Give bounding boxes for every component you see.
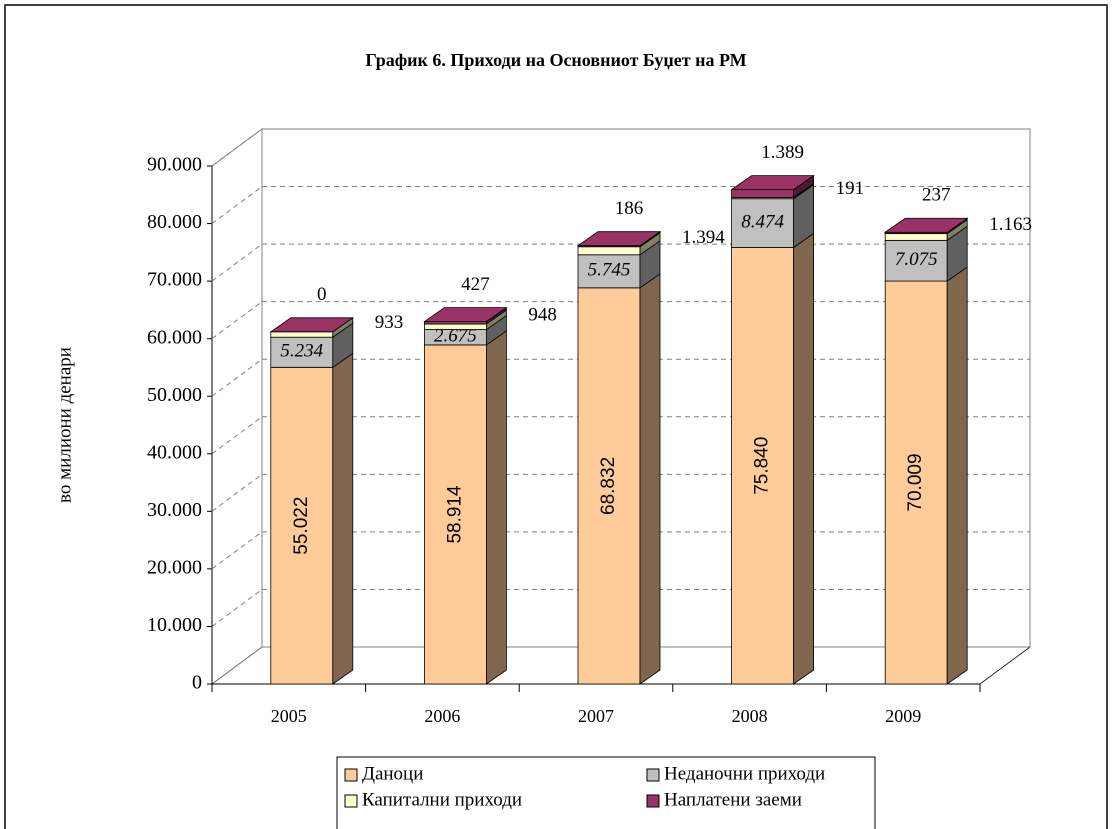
value-label: 191 (836, 178, 865, 199)
y-tick-label: 60.000 (147, 326, 202, 348)
legend (336, 756, 876, 829)
bar-top (576, 231, 662, 247)
bar-segment (270, 331, 334, 338)
bar-side (639, 273, 661, 685)
value-label: 7.075 (895, 249, 938, 270)
bar-side (332, 352, 354, 685)
value-label: 1.394 (682, 227, 725, 248)
y-tick-label: 10.000 (147, 614, 202, 636)
grid-line (211, 531, 263, 570)
x-tick-label: 2008 (732, 706, 768, 726)
bar-top (730, 175, 815, 191)
bar-segment (884, 233, 948, 241)
legend-swatch (344, 794, 358, 808)
y-tick-label: 20.000 (147, 556, 202, 578)
value-label: 55.022 (291, 497, 312, 555)
x-tick-label: 2006 (424, 706, 460, 726)
legend-label: Неданочни приходи (664, 763, 825, 784)
y-tick-label: 30.000 (147, 499, 202, 521)
value-label: 5.234 (280, 341, 323, 362)
grid-line (211, 416, 263, 455)
bar-segment (884, 280, 948, 685)
legend-label: Даноци (362, 763, 423, 784)
y-tick-label: 90.000 (147, 154, 202, 176)
grid-line (211, 473, 263, 512)
x-tick-label: 2005 (271, 706, 307, 726)
value-label: 2.675 (434, 326, 477, 347)
value-label: 237 (922, 185, 951, 206)
value-label: 1.163 (989, 214, 1032, 235)
value-label: 5.745 (588, 260, 631, 281)
grid-line (211, 128, 263, 167)
y-tick-label: 80.000 (147, 211, 202, 233)
legend-label: Капитални приходи (362, 789, 522, 810)
y-tick-label: 70.000 (147, 269, 202, 291)
bar-top (269, 317, 355, 333)
value-label: 933 (375, 312, 404, 333)
grid-line (211, 301, 263, 340)
bar-segment (423, 344, 487, 685)
bar-segment (731, 189, 794, 199)
bar-segment (577, 246, 641, 256)
legend-swatch (344, 768, 358, 782)
grid-line (211, 589, 263, 627)
x-tick-label: 2007 (578, 706, 614, 726)
value-label: 427 (461, 274, 490, 295)
bar-segment (577, 287, 641, 685)
value-label: 68.832 (598, 457, 619, 515)
bar-top (883, 217, 969, 233)
value-label: 0 (317, 284, 327, 305)
bar-segment (577, 254, 641, 289)
bar-top (423, 307, 508, 323)
grid-line (211, 186, 263, 224)
y-tick-label: 0 (192, 672, 202, 694)
y-tick-label: 40.000 (147, 441, 202, 463)
legend-label: Наплатени заеми (664, 789, 802, 810)
value-label: 186 (615, 198, 644, 219)
y-axis-label: во милиони денари (54, 347, 75, 503)
value-label: 70.009 (905, 453, 926, 511)
chart-title: График 6. Приходи на Основниот Буџет на … (365, 50, 746, 70)
value-label: 8.474 (741, 211, 784, 232)
bar-segment (731, 198, 794, 248)
legend-swatch (646, 768, 660, 782)
bar-side (793, 232, 814, 685)
bar-side (485, 330, 507, 685)
value-label: 75.840 (752, 437, 773, 495)
x-tick-label: 2009 (885, 706, 921, 726)
value-label: 58.914 (444, 485, 465, 544)
bar-segment (731, 247, 794, 685)
bar-segment (423, 323, 487, 330)
value-label: 948 (528, 304, 557, 325)
grid-line (211, 243, 263, 282)
y-tick-label: 50.000 (147, 384, 202, 406)
bar-segment (884, 239, 948, 282)
legend-swatch (646, 794, 660, 808)
bar-segment (270, 366, 334, 685)
grid-line (211, 358, 263, 397)
bar-side (946, 266, 968, 685)
value-label: 1.389 (761, 142, 804, 163)
